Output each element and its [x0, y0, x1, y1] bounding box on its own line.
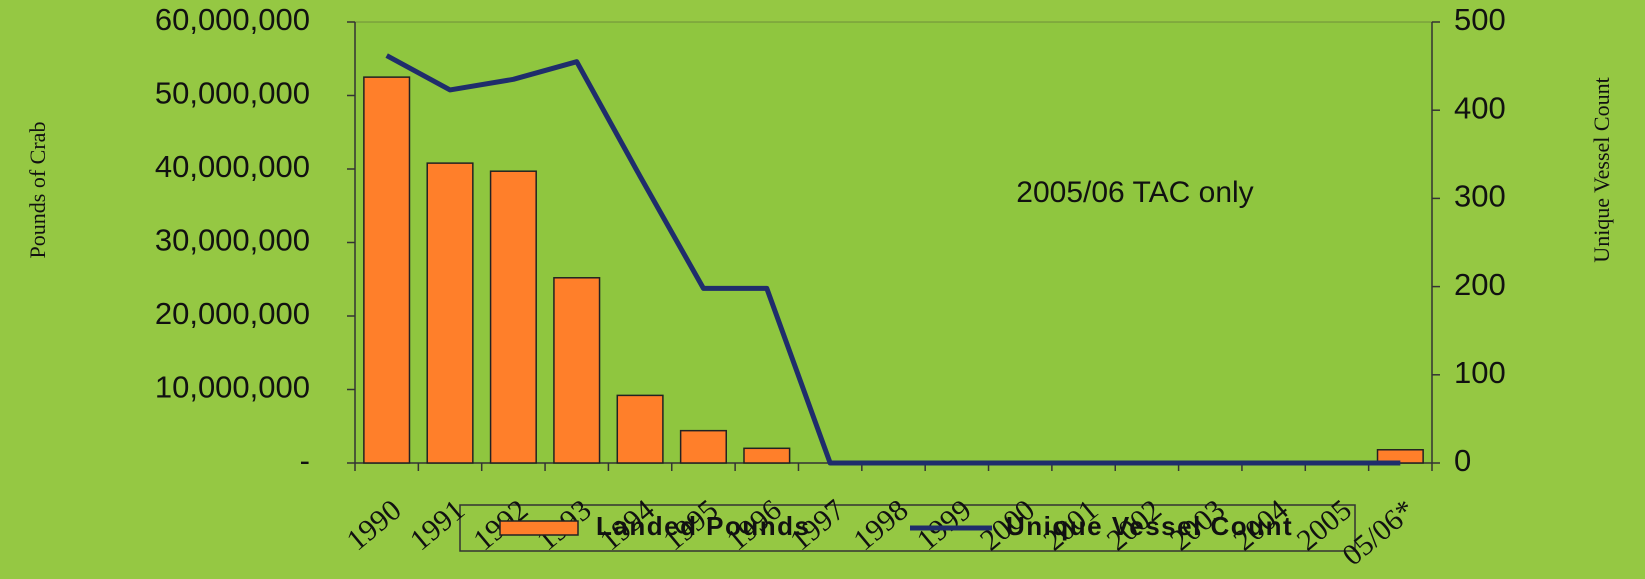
y-tick-label: 20,000,000	[155, 296, 310, 331]
y2-axis-label: Unique Vessel Count	[1589, 77, 1614, 262]
legend	[459, 504, 1356, 552]
y-tick-label: -	[300, 443, 310, 478]
annotation: 2005/06 TAC only	[1016, 176, 1253, 209]
bar	[553, 277, 601, 464]
x-tick-label: 1990	[340, 493, 407, 557]
y-tick-label: 40,000,000	[155, 149, 310, 184]
line	[385, 53, 1401, 466]
y2-tick-label: 0	[1454, 443, 1471, 478]
y-tick-label: 10,000,000	[155, 370, 310, 405]
legend-label: Unique Vessel Count	[1006, 511, 1293, 541]
y2-tick-label: 400	[1454, 90, 1506, 125]
y2-tick-label: 100	[1454, 355, 1506, 390]
y-tick-label: 30,000,000	[155, 223, 310, 258]
y-tick-label: 60,000,000	[155, 2, 310, 37]
y2-tick-label: 200	[1454, 267, 1506, 302]
bar	[426, 162, 474, 464]
y2-tick-label: 500	[1454, 2, 1506, 37]
bar	[363, 76, 411, 464]
y-axis-label: Pounds of Crab	[25, 122, 50, 259]
legend-label: Landed Pounds	[596, 511, 811, 541]
bar	[616, 394, 664, 464]
y2-tick-label: 300	[1454, 179, 1506, 214]
legend-swatch	[499, 520, 579, 536]
bar	[679, 429, 727, 464]
bar	[743, 447, 791, 464]
y-tick-label: 50,000,000	[155, 76, 310, 111]
bar	[489, 170, 537, 464]
